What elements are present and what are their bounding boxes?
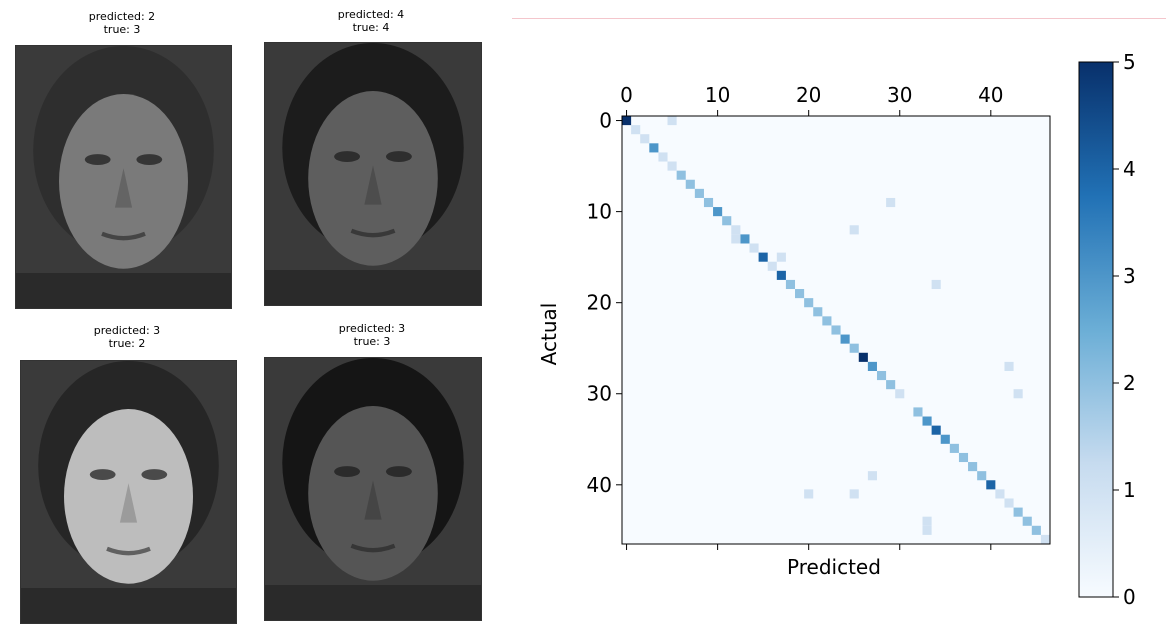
heatmap-cell: [867, 471, 877, 481]
heatmap-cell: [922, 525, 932, 535]
colorbar-tick-label: 2: [1123, 371, 1136, 395]
colorbar-tick-label: 0: [1123, 585, 1136, 609]
predicted-label: predicted: 2: [88, 10, 156, 23]
true-label: true: 3: [353, 335, 391, 348]
y-tick-label: 10: [587, 200, 612, 224]
heatmap-cell: [849, 225, 859, 235]
heatmap-cell: [767, 261, 777, 271]
x-tick-label: 30: [887, 83, 912, 107]
heatmap-cell: [776, 252, 786, 262]
heatmap-cell: [995, 489, 1005, 499]
heatmap-cell: [649, 143, 659, 153]
predicted-label: predicted: 4: [337, 8, 405, 21]
heatmap-cell: [694, 188, 704, 198]
heatmap-cell: [895, 389, 905, 399]
heatmap-cell: [640, 134, 650, 144]
heatmap-cell: [685, 179, 695, 189]
heatmap-cell: [776, 270, 786, 280]
predicted-label: predicted: 3: [93, 324, 161, 337]
heatmap-cell: [740, 234, 750, 244]
heatmap-cell: [731, 225, 741, 235]
heatmap-cell: [977, 471, 987, 481]
heatmap-cell: [795, 289, 805, 299]
heatmap-cell: [886, 380, 896, 390]
predicted-label: predicted: 3: [338, 322, 406, 335]
y-tick-label: 40: [587, 473, 612, 497]
colorbar-tick-label: 5: [1123, 50, 1136, 74]
heatmap-cell: [849, 343, 859, 353]
heatmap-cell: [840, 334, 850, 344]
heatmap-cell: [722, 216, 732, 226]
x-tick-label: 10: [705, 83, 730, 107]
true-label: true: 2: [108, 337, 146, 350]
heatmap-cell: [1022, 516, 1032, 526]
x-tick-label: 0: [620, 83, 633, 107]
face-illustration: [265, 358, 481, 620]
heatmap-cell: [913, 407, 923, 417]
face-illustration: [265, 43, 481, 305]
heatmap-cell: [931, 279, 941, 290]
x-tick-label: 20: [796, 83, 821, 107]
heatmap-cell: [758, 252, 768, 262]
heatmap-cell: [749, 243, 759, 253]
heatmap-cell: [849, 489, 859, 499]
colorbar-tick-label: 3: [1123, 264, 1136, 288]
face-image: [264, 42, 482, 306]
heatmap-cell: [1013, 389, 1023, 399]
heatmap-cell: [886, 197, 896, 208]
heatmap-cell: [922, 516, 932, 526]
y-tick-label: 0: [599, 109, 612, 133]
heatmap-cell: [958, 452, 969, 463]
heatmap-cell: [986, 480, 996, 490]
heatmap-cell: [658, 152, 668, 162]
heatmap-cell: [785, 279, 796, 290]
colorbar-tick-label: 4: [1123, 157, 1136, 181]
heatmap-cell: [667, 116, 677, 126]
heatmap-cell: [876, 370, 887, 381]
face-image: [264, 357, 482, 621]
colorbar-tick-label: 1: [1123, 478, 1136, 502]
heatmap-cell: [667, 161, 677, 171]
plot-frame: [621, 115, 1051, 545]
y-tick-label: 20: [587, 291, 612, 315]
x-axis-label: Predicted: [787, 555, 881, 579]
heatmap-cell: [631, 125, 641, 135]
heatmap-cell: [1004, 361, 1014, 371]
heatmap-cell: [1004, 498, 1014, 508]
heatmap-cell: [867, 361, 877, 371]
divider-line: [512, 18, 1166, 19]
face-image: [15, 45, 232, 309]
heatmap-cell: [622, 116, 632, 126]
heatmap-cell: [731, 234, 741, 244]
heatmap-cell: [831, 325, 841, 335]
face-illustration: [21, 361, 236, 623]
true-label: true: 4: [352, 21, 390, 34]
x-tick-label: 40: [978, 83, 1003, 107]
heatmap-cell: [940, 434, 950, 444]
heatmap-cell: [804, 489, 814, 499]
face-image: [20, 360, 237, 624]
heatmap-cell: [822, 316, 832, 326]
y-tick-label: 30: [587, 382, 612, 406]
face-illustration: [16, 46, 231, 308]
heatmap-cell: [713, 207, 723, 217]
y-axis-label: Actual: [537, 303, 561, 366]
heatmap-cell: [1031, 525, 1041, 535]
heatmap-cell: [1013, 507, 1023, 517]
true-label: true: 3: [103, 23, 141, 36]
heatmap-cell: [804, 298, 814, 308]
heatmap-cell: [931, 425, 941, 435]
heatmap-cell: [703, 197, 714, 208]
colorbar: [1078, 61, 1114, 598]
heatmap-cell: [813, 307, 823, 317]
heatmap-cell: [676, 170, 686, 180]
heatmap-cell: [1040, 534, 1050, 544]
heatmap-cell: [949, 443, 959, 453]
heatmap-cell: [858, 352, 868, 362]
heatmap-cell: [968, 462, 978, 472]
heatmap-cell: [922, 416, 932, 426]
